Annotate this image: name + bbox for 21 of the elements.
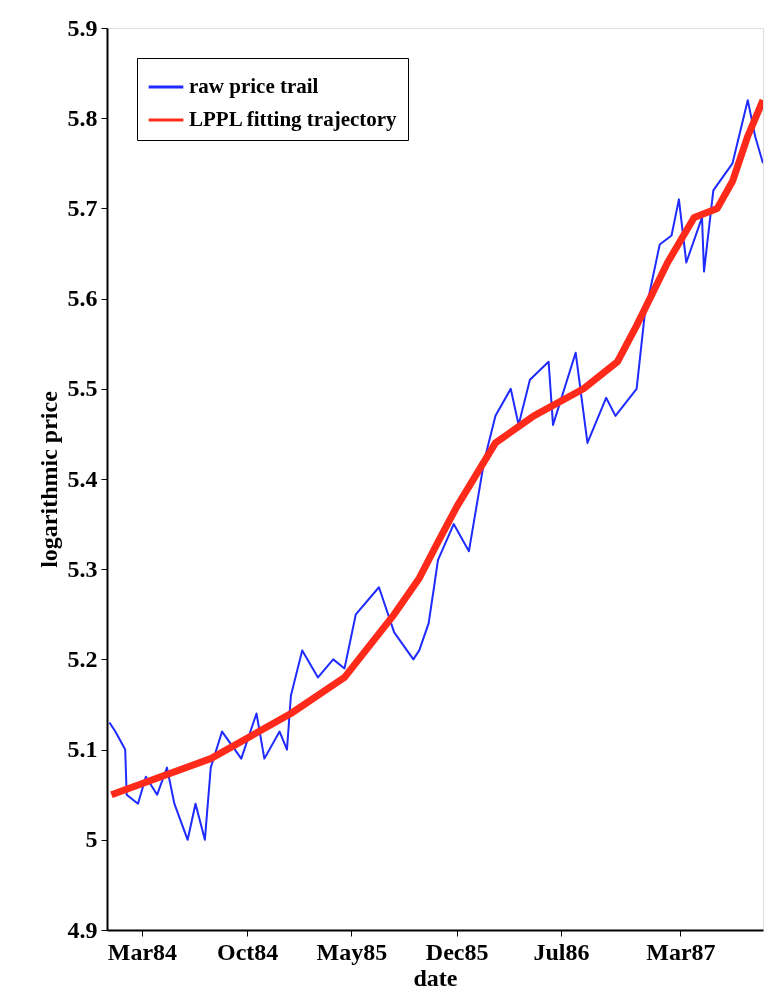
y-tick-label: 5.4 — [67, 465, 98, 492]
x-tick-label: Mar87 — [646, 938, 716, 965]
x-tick-label: May85 — [316, 938, 388, 965]
y-tick-label: 4.9 — [67, 916, 98, 943]
legend-label: raw price trail — [189, 74, 319, 98]
y-tick-label: 5.8 — [67, 104, 98, 131]
y-tick-label: 5.5 — [67, 375, 98, 402]
y-tick-label: 5.1 — [67, 736, 98, 763]
y-axis-title: logarithmic price — [35, 390, 62, 568]
y-tick-label: 5.2 — [67, 645, 98, 672]
x-tick-label: Mar84 — [107, 938, 178, 965]
x-tick-label: Dec85 — [425, 938, 489, 965]
y-tick-label: 5.3 — [67, 555, 98, 582]
x-tick-label: Jul86 — [533, 938, 590, 965]
y-tick-label: 5.6 — [67, 285, 98, 312]
y-tick-label: 5.7 — [67, 194, 98, 221]
y-tick-label: 5.9 — [67, 14, 98, 41]
x-axis-title: date — [413, 964, 458, 991]
y-tick-label: 5 — [85, 826, 98, 853]
x-tick-label: Oct84 — [216, 938, 279, 965]
legend-label: LPPL fitting trajectory — [189, 107, 398, 131]
